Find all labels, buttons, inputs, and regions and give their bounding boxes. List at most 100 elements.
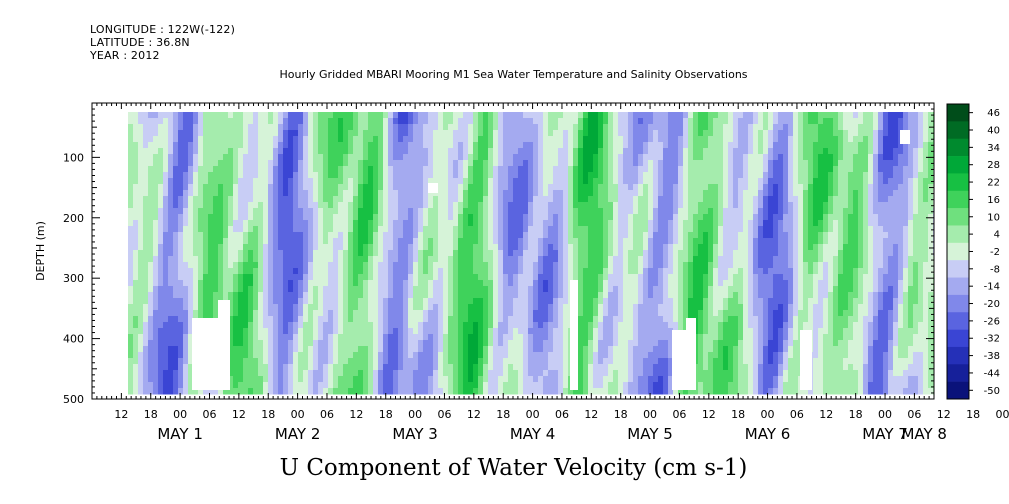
heatmap-cell [338, 184, 344, 191]
heatmap-cell [198, 202, 204, 209]
heatmap-cell [188, 142, 194, 149]
heatmap-cell [293, 220, 299, 227]
heatmap-cell [158, 136, 164, 143]
heatmap-cell [528, 226, 534, 233]
heatmap-cell [398, 292, 404, 299]
heatmap-cell [623, 370, 629, 377]
heatmap-cell [513, 124, 519, 131]
heatmap-cell [613, 208, 619, 215]
heatmap-cell [373, 124, 379, 131]
heatmap-cell [283, 232, 289, 239]
heatmap-cell [188, 358, 194, 365]
heatmap-cell [338, 346, 344, 353]
heatmap-cell [248, 286, 254, 293]
heatmap-cell [303, 190, 309, 197]
heatmap-cell [543, 310, 549, 317]
heatmap-cell [393, 136, 399, 143]
heatmap-cell [463, 214, 469, 221]
heatmap-cell [333, 136, 339, 143]
heatmap-cell [308, 370, 314, 377]
heatmap-cell [298, 346, 304, 353]
heatmap-cell [383, 370, 389, 377]
heatmap-cell [618, 220, 624, 227]
heatmap-cell [148, 202, 154, 209]
heatmap-cell [288, 262, 294, 269]
heatmap-cell [198, 256, 204, 263]
heatmap-cell [313, 388, 319, 395]
heatmap-cell [353, 388, 359, 395]
heatmap-cell [188, 352, 194, 359]
heatmap-cell [153, 130, 159, 137]
heatmap-cell [503, 352, 509, 359]
heatmap-cell [408, 166, 414, 173]
heatmap-cell [518, 190, 524, 197]
heatmap-cell [333, 268, 339, 275]
heatmap-cell [658, 160, 664, 167]
heatmap-cell [248, 334, 254, 341]
heatmap-cell [338, 370, 344, 377]
heatmap-cell [408, 382, 414, 389]
heatmap-cell [318, 340, 324, 347]
heatmap-cell [523, 118, 529, 125]
heatmap-cell [433, 124, 439, 131]
heatmap-cell [128, 256, 134, 263]
heatmap-cell [313, 196, 319, 203]
heatmap-cell [258, 256, 264, 263]
heatmap-cell [558, 244, 564, 251]
heatmap-cell [263, 280, 269, 287]
heatmap-cell [378, 124, 384, 131]
heatmap-cell [623, 244, 629, 251]
heatmap-cell [618, 178, 624, 185]
heatmap-cell [178, 280, 184, 287]
heatmap-cell [303, 250, 309, 257]
heatmap-cell [438, 376, 444, 383]
heatmap-cell [363, 160, 369, 167]
heatmap-cell [473, 280, 479, 287]
heatmap-cell [163, 124, 169, 131]
heatmap-cell [318, 274, 324, 281]
heatmap-cell [593, 136, 599, 143]
heatmap-cell [343, 232, 349, 239]
heatmap-cell [133, 358, 139, 365]
heatmap-cell [258, 328, 264, 335]
heatmap-cell [468, 196, 474, 203]
heatmap-cell [268, 196, 274, 203]
heatmap-cell [273, 142, 279, 149]
heatmap-cell [188, 214, 194, 221]
heatmap-cell [408, 220, 414, 227]
heatmap-cell [623, 226, 629, 233]
heatmap-cell [523, 196, 529, 203]
heatmap-cell [298, 112, 304, 119]
heatmap-cell [183, 196, 189, 203]
heatmap-cell [613, 322, 619, 329]
heatmap-cell [223, 244, 229, 251]
heatmap-cell [288, 196, 294, 203]
heatmap-cell [468, 256, 474, 263]
heatmap-cell [333, 166, 339, 173]
heatmap-cell [273, 322, 279, 329]
heatmap-cell [143, 334, 149, 341]
heatmap-cell [588, 124, 594, 131]
heatmap-cell [638, 292, 644, 299]
heatmap-cell [398, 124, 404, 131]
heatmap-cell [538, 166, 544, 173]
heatmap-cell [343, 160, 349, 167]
heatmap-cell [613, 364, 619, 371]
heatmap-cell [418, 196, 424, 203]
heatmap-cell [418, 238, 424, 245]
heatmap-cell [623, 166, 629, 173]
heatmap-cell [493, 352, 499, 359]
heatmap-cell [458, 196, 464, 203]
heatmap-cell [168, 142, 174, 149]
heatmap-cell [378, 148, 384, 155]
heatmap-cell [538, 328, 544, 335]
heatmap-cell [388, 316, 394, 323]
heatmap-cell [343, 334, 349, 341]
heatmap-cell [298, 256, 304, 263]
heatmap-cell [128, 172, 134, 179]
heatmap-cell [163, 190, 169, 197]
heatmap-cell [553, 250, 559, 257]
heatmap-cell [578, 124, 584, 131]
heatmap-cell [513, 262, 519, 269]
heatmap-cell [228, 184, 234, 191]
